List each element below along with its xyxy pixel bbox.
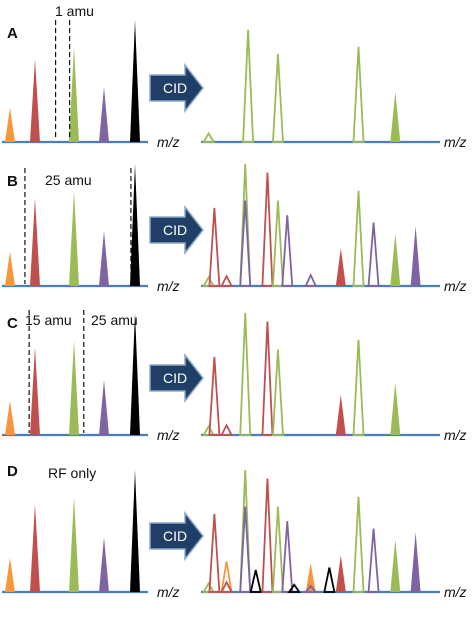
window-annotation: 1 amu (55, 3, 94, 19)
fragment-peak-purple (281, 215, 294, 287)
fragment-peak-purple (304, 272, 318, 287)
precursor-peak-orange (5, 107, 15, 142)
fragment-peak-red (261, 478, 274, 593)
fragment-peak-black (323, 567, 336, 593)
fragment-peak-red (335, 248, 346, 286)
cid-label: CID (163, 222, 187, 238)
cid-label: CID (163, 528, 187, 544)
panel-letter: D (7, 463, 18, 480)
window-annotation: 15 amu (25, 312, 72, 328)
precursor-peak-orange (5, 557, 15, 592)
cid-arrow: CID (149, 204, 204, 256)
fragment-peak-red (220, 423, 234, 436)
mz-label-right: m/z (444, 134, 467, 150)
precursor-peak-orange (5, 251, 15, 286)
fragment-peak-red (261, 321, 274, 436)
cid-arrow: CID (149, 352, 204, 404)
window-annotation-2: 25 amu (91, 312, 138, 328)
fragment-peak-purple (367, 222, 380, 287)
cid-arrow: CID (149, 510, 204, 562)
fragment-peak-red (335, 555, 346, 592)
fragment-peak-red (208, 207, 221, 287)
fragment-peak-green (352, 339, 365, 436)
precursor-peak-purple (99, 537, 109, 592)
fragment-peak-green (390, 382, 401, 435)
fragment-peak-green (352, 496, 365, 593)
panel-a: Am/z m/z 1 amu CID (2, 3, 467, 150)
fragment-peak-green (242, 29, 255, 143)
precursor-peak-red (30, 59, 40, 142)
precursor-peak-black (130, 164, 140, 286)
fragment-peak-green (272, 506, 284, 593)
precursor-peak-purple (99, 231, 109, 286)
precursor-peak-black (130, 20, 140, 142)
fragment-peak-green (272, 200, 284, 287)
precursor-peak-black (130, 313, 140, 435)
fragment-peak-purple (303, 584, 318, 593)
fragment-peak-black (249, 569, 262, 593)
fragment-peak-green (390, 91, 401, 142)
cid-label: CID (163, 370, 187, 386)
window-annotation: 25 amu (45, 172, 92, 188)
arrow-shape (149, 510, 204, 562)
precursor-peak-green (69, 190, 79, 286)
precursor-peak-red (30, 347, 40, 435)
fragment-peak-purple (367, 528, 380, 593)
mz-label-right: m/z (444, 427, 467, 443)
panel-letter: C (7, 315, 18, 332)
precursor-peak-purple (99, 380, 109, 435)
precursor-peak-purple (99, 87, 109, 142)
fragment-peak-red (220, 274, 234, 287)
precursor-peak-black (130, 470, 140, 592)
fragment-peak-green (352, 46, 365, 143)
fragment-peak-green (272, 54, 284, 143)
fragment-peak-red (261, 172, 274, 287)
precursor-peak-green (69, 339, 79, 435)
fragment-peak-orange (305, 562, 316, 592)
mz-label-right: m/z (444, 584, 467, 600)
mz-label-left: m/z (157, 584, 180, 600)
precursor-peak-orange (5, 400, 15, 435)
precursor-peak-red (30, 198, 40, 286)
fragment-peak-red (335, 394, 346, 435)
fragment-peak-green (202, 131, 216, 143)
window-annotation: RF only (48, 465, 96, 481)
fragment-peak-purple (239, 506, 252, 593)
cid-arrow: CID (149, 62, 204, 114)
precursor-peak-green (69, 496, 79, 592)
fragment-peak-purple (239, 200, 252, 287)
fragment-peak-purple (281, 521, 294, 593)
mz-label-left: m/z (157, 134, 180, 150)
cid-label: CID (163, 80, 187, 96)
precursor-peak-green (69, 46, 79, 143)
precursor-peak-red (30, 504, 40, 592)
arrow-shape (149, 352, 204, 404)
panel-b: Bm/z m/z 25 amu CID (2, 163, 467, 294)
fragment-peak-red (208, 513, 221, 593)
fragment-peak-red (220, 580, 234, 593)
fragment-peak-purple (410, 532, 421, 592)
panel-letter: B (7, 173, 18, 190)
fragment-peak-green (239, 312, 252, 436)
fragment-peak-green (272, 349, 284, 436)
mz-label-left: m/z (157, 427, 180, 443)
fragment-peak-purple (410, 226, 421, 286)
fragment-peak-black (287, 583, 301, 593)
panel-d: Dm/z m/z RF only CID (2, 463, 467, 600)
arrow-shape (149, 62, 204, 114)
fragment-peak-green (390, 233, 401, 286)
fragment-peak-green (390, 539, 401, 592)
fragment-peak-green (352, 190, 365, 287)
mz-label-right: m/z (444, 278, 467, 294)
arrow-shape (149, 204, 204, 256)
mz-label-left: m/z (157, 278, 180, 294)
panel-c: Cm/z m/z 15 amu 25 amu CID (2, 310, 467, 443)
panel-letter: A (7, 25, 18, 42)
fragment-peak-red (208, 356, 221, 436)
